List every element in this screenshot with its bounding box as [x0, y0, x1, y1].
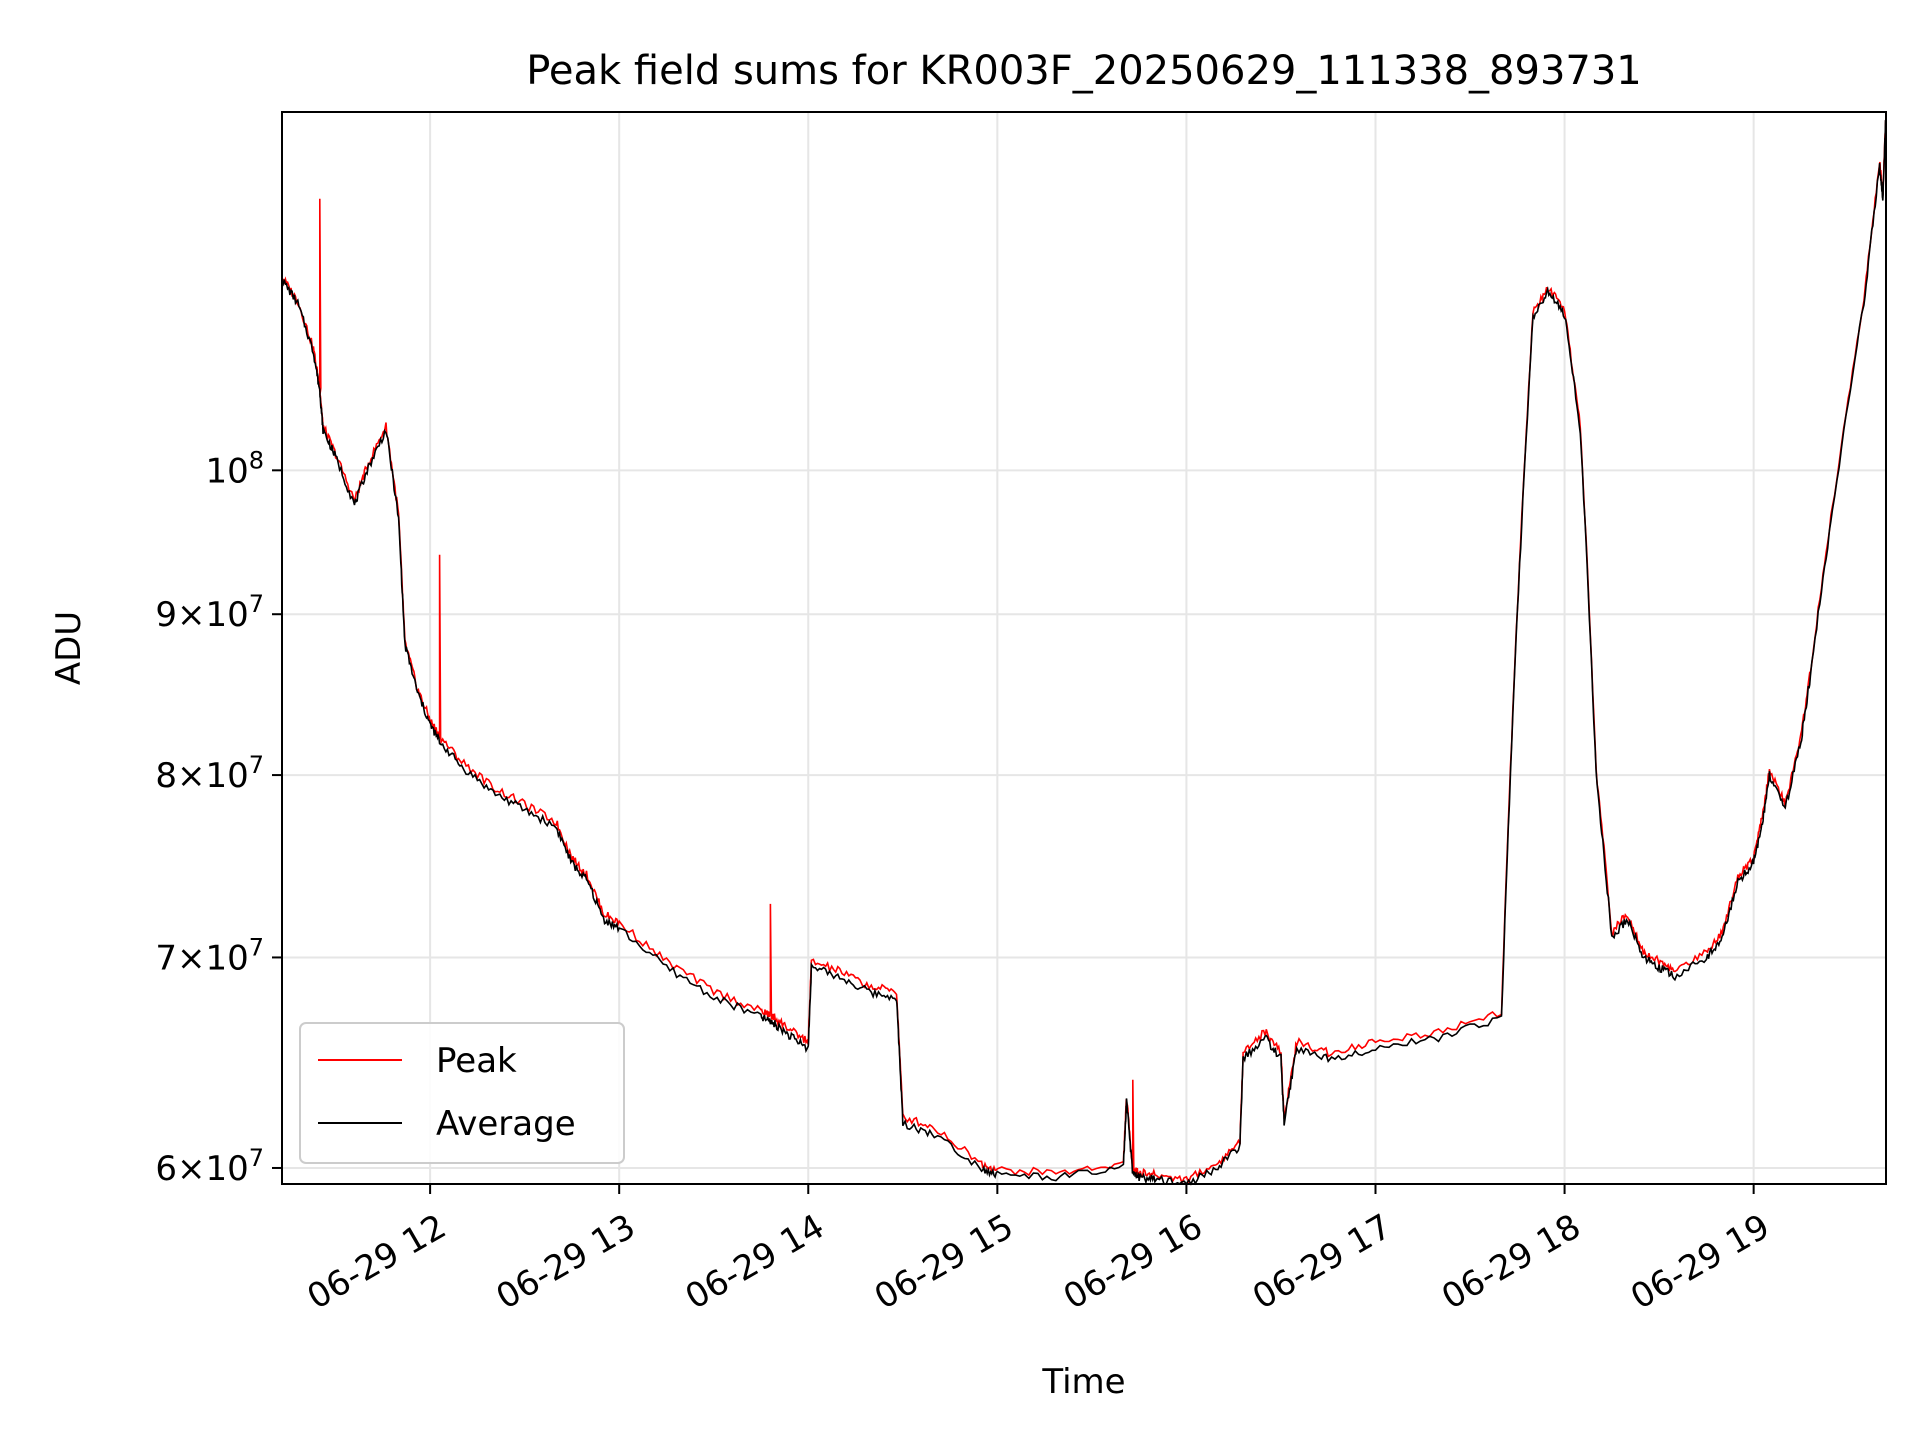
- y-axis-ticks: 6×107 7×107 8×107 9×107 108: [155, 446, 282, 1189]
- plot-lines: [281, 111, 1887, 1186]
- legend-box: [299, 1022, 625, 1164]
- legend: Peak Average: [299, 1022, 625, 1164]
- y-tick-label: 9×107: [155, 590, 264, 635]
- x-axis-label: Time: [1041, 1362, 1125, 1402]
- y-tick-label: 6×107: [155, 1144, 264, 1189]
- plot-frame: [281, 111, 1887, 1185]
- y-tick-label: 7×107: [155, 933, 264, 978]
- series-average-line: [281, 111, 1887, 1186]
- chart-title: Peak field sums for KR003F_20250629_1113…: [526, 48, 1642, 94]
- legend-label-average: Average: [436, 1104, 576, 1144]
- legend-label-peak: Peak: [436, 1041, 517, 1081]
- y-axis-label: ADU: [49, 611, 89, 685]
- y-tick-label: 8×107: [155, 751, 264, 796]
- y-tick-label: 108: [205, 446, 264, 491]
